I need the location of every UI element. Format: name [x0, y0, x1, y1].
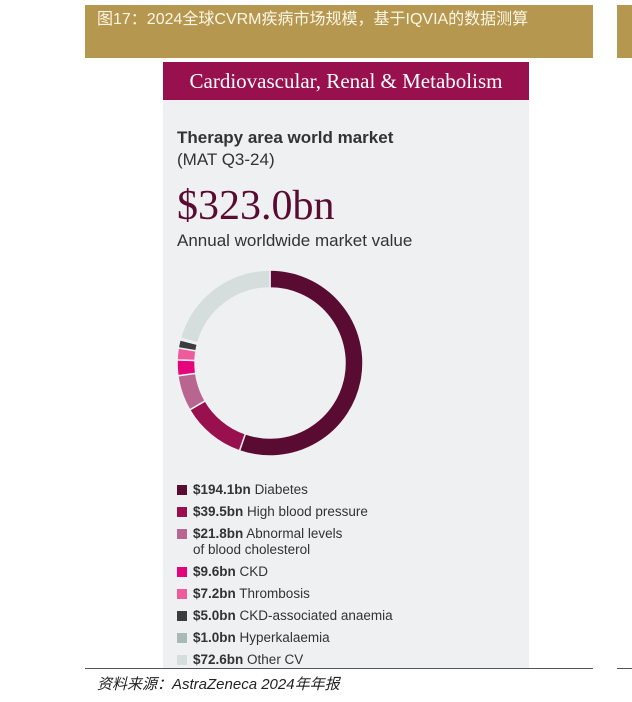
- donut-segment: [179, 269, 271, 344]
- value-label: $72.6bn: [193, 652, 244, 667]
- legend-swatch: [177, 655, 187, 665]
- legend-label: Abnormal levels of blood cholesterol: [193, 526, 343, 557]
- legend-text: $194.1bn Diabetes: [193, 482, 308, 498]
- legend-swatch: [177, 507, 187, 517]
- legend-label: Diabetes: [254, 482, 308, 497]
- value-label: $7.2bn: [193, 586, 236, 601]
- headline-caption: Annual worldwide market value: [177, 231, 413, 250]
- caption-bar: 图17：2024全球CVRM疾病市场规模，基于IQVIA的数据测算: [85, 5, 593, 58]
- legend-text: $7.2bn Thrombosis: [193, 586, 310, 602]
- headline: $323.0bn: [177, 183, 335, 229]
- legend-label: High blood pressure: [247, 504, 368, 519]
- legend-entry: $72.6bn Other CV: [177, 652, 393, 668]
- legend: $194.1bn Diabetes $39.5bn High blood pres…: [177, 482, 393, 674]
- legend-text: $72.6bn Other CV: [193, 652, 303, 668]
- legend-text: $21.8bn Abnormal levels of blood cholest…: [193, 526, 342, 558]
- donut-segment: [176, 359, 197, 377]
- value-label: $21.8bn: [193, 526, 244, 541]
- legend-label: Thrombosis: [239, 586, 310, 601]
- legend-entry: $1.0bn Hyperkalaemia: [177, 630, 393, 646]
- rule: [617, 668, 632, 669]
- legend-label: CKD: [239, 564, 269, 579]
- value-label: $1.0bn: [193, 630, 236, 645]
- donut-segment: [188, 399, 247, 452]
- value-label: $194.1bn: [193, 482, 251, 497]
- legend-text: $5.0bn CKD-associated anaemia: [193, 608, 393, 624]
- period: (MAT Q3-24): [177, 150, 275, 169]
- caption-bar-edge: [617, 5, 632, 58]
- legend-label: Other CV: [247, 652, 304, 667]
- legend-label: Hyperkalaemia: [239, 630, 330, 645]
- legend-entry: $194.1bn Diabetes: [177, 482, 393, 498]
- panel: Cardiovascular, Renal & Metabolism Thera…: [163, 62, 529, 668]
- legend-swatch: [177, 633, 187, 643]
- value-label: $39.5bn: [193, 504, 244, 519]
- legend-entry: $21.8bn Abnormal levels of blood cholest…: [177, 526, 393, 558]
- donut: [176, 269, 364, 457]
- legend-text: $39.5bn High blood pressure: [193, 504, 368, 520]
- value-label: $5.0bn: [193, 608, 236, 623]
- value-label: $9.6bn: [193, 564, 236, 579]
- legend-label: CKD-associated anaemia: [239, 608, 393, 623]
- legend-entry: $39.5bn High blood pressure: [177, 504, 393, 520]
- legend-entry: $9.6bn CKD: [177, 564, 393, 580]
- legend-text: $9.6bn CKD: [193, 564, 268, 580]
- caption: 图17：2024全球CVRM疾病市场规模，基于IQVIA的数据测算: [97, 11, 529, 28]
- legend-swatch: [177, 529, 187, 539]
- legend-swatch: [177, 485, 187, 495]
- legend-swatch: [177, 589, 187, 599]
- legend-swatch: [177, 567, 187, 577]
- legend-entry: $7.2bn Thrombosis: [177, 586, 393, 602]
- rule: [85, 668, 593, 669]
- chart-title: Cardiovascular, Renal & Metabolism: [163, 62, 529, 100]
- source: 资料来源：AstraZeneca 2024年年报: [97, 676, 340, 693]
- donut-segment: [238, 269, 364, 457]
- legend-entry: $5.0bn CKD-associated anaemia: [177, 608, 393, 624]
- legend-text: $1.0bn Hyperkalaemia: [193, 630, 330, 646]
- subtitle: Therapy area world market: [177, 128, 394, 147]
- legend-swatch: [177, 611, 187, 621]
